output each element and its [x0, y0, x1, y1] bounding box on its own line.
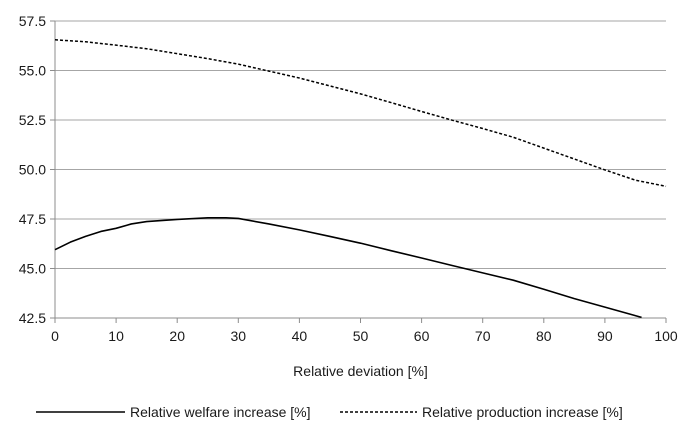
gridlines: [55, 20, 666, 269]
x-tick-label: 40: [292, 328, 308, 344]
y-tick-label: 50.0: [19, 162, 46, 178]
x-tick-label: 70: [475, 328, 491, 344]
x-tick-label: 0: [51, 328, 59, 344]
y-tick-label: 42.5: [19, 310, 46, 326]
y-tick-label: 55.0: [19, 63, 46, 79]
x-tick-label: 90: [597, 328, 613, 344]
x-tick-label: 20: [169, 328, 185, 344]
x-tick-label: 60: [414, 328, 430, 344]
legend: Relative welfare increase [%] Relative pr…: [36, 404, 623, 420]
y-tick-label: 45.0: [19, 261, 46, 277]
x-tick-label: 30: [231, 328, 247, 344]
y-tick-label: 47.5: [19, 211, 46, 227]
series-line-2: [54, 39, 667, 188]
series-line-1: [54, 217, 642, 319]
x-axis-label: Relative deviation [%]: [293, 363, 428, 379]
x-tick-label: 100: [654, 328, 678, 344]
series-lines: [54, 39, 667, 319]
legend-label-1: Relative welfare increase [%]: [130, 404, 311, 420]
y-axis-ticks: 42.5 45.0 47.5 50.0 52.5 55.0 57.5: [19, 13, 55, 326]
y-tick-label: 52.5: [19, 112, 46, 128]
x-tick-label: 50: [353, 328, 369, 344]
legend-label-2: Relative production increase [%]: [422, 404, 623, 420]
y-tick-label: 57.5: [19, 13, 46, 29]
x-axis-ticks: 0 10 20 30 40 50 60 70 80 90 100: [51, 318, 678, 344]
x-tick-label: 10: [108, 328, 124, 344]
x-tick-label: 80: [536, 328, 552, 344]
